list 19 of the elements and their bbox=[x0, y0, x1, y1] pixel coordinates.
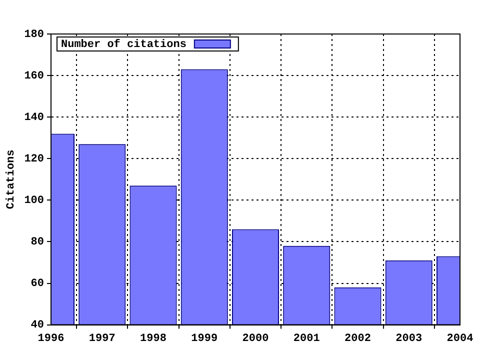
x-tick-label: 2000 bbox=[242, 333, 269, 346]
y-axis-title: Citations bbox=[5, 150, 18, 210]
y-tick-label: 60 bbox=[30, 278, 44, 290]
y-tick-label: 80 bbox=[30, 236, 44, 248]
y-tick-label: 140 bbox=[24, 112, 44, 124]
x-tick-label: 2003 bbox=[396, 333, 422, 346]
x-tick-label: 2002 bbox=[344, 333, 371, 346]
y-tick-label: 120 bbox=[24, 153, 44, 166]
y-tick-label: 40 bbox=[30, 320, 44, 332]
x-tick-label: 2001 bbox=[293, 333, 320, 346]
y-tick-label: 180 bbox=[24, 28, 44, 41]
x-tick-label: 1999 bbox=[191, 333, 218, 346]
x-tick-label: 1996 bbox=[38, 333, 64, 346]
x-tick-label: 2004 bbox=[446, 333, 474, 346]
y-tick-label: 160 bbox=[24, 70, 44, 82]
y-tick-label: 100 bbox=[24, 194, 44, 207]
legend-label: Number of citations bbox=[61, 38, 186, 51]
x-tick-label: 1997 bbox=[88, 333, 116, 346]
x-tick-label: 1998 bbox=[140, 333, 167, 346]
